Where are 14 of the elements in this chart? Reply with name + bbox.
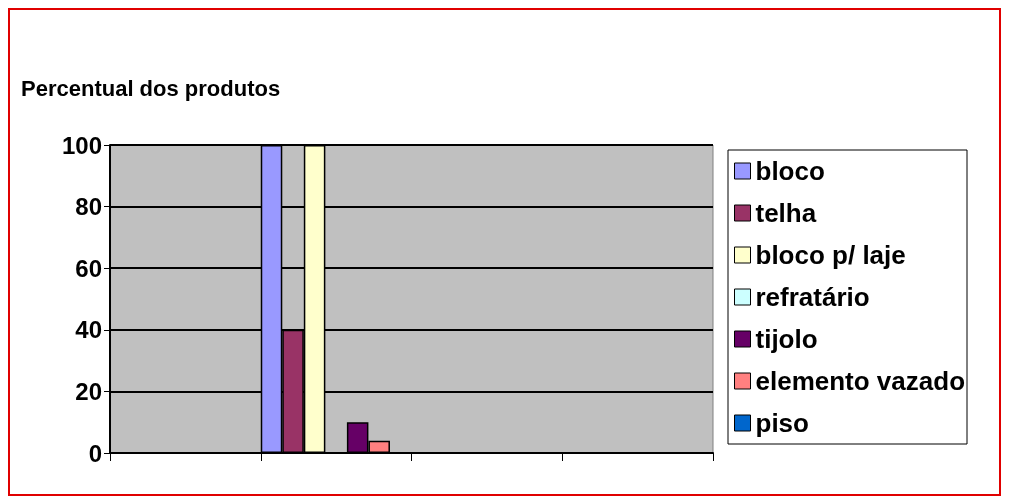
y-tick-label: 100 bbox=[61, 131, 102, 159]
y-tick-label: 80 bbox=[75, 193, 102, 221]
y-tick-label: 20 bbox=[75, 377, 102, 405]
y-tick-label: 40 bbox=[75, 316, 102, 344]
legend-label: refratário bbox=[755, 282, 870, 312]
legend-label: piso bbox=[755, 408, 809, 438]
chart-title: Percentual dos produtos bbox=[21, 75, 281, 101]
y-tick-label: 0 bbox=[88, 439, 102, 467]
legend-label: tijolo bbox=[755, 324, 818, 354]
y-tick-label: 60 bbox=[75, 254, 102, 282]
legend-label: bloco bbox=[755, 156, 825, 186]
legend-label: telha bbox=[755, 198, 817, 228]
legend-label: bloco p/ laje bbox=[755, 240, 906, 270]
legend-label: elemento vazado bbox=[755, 366, 966, 396]
